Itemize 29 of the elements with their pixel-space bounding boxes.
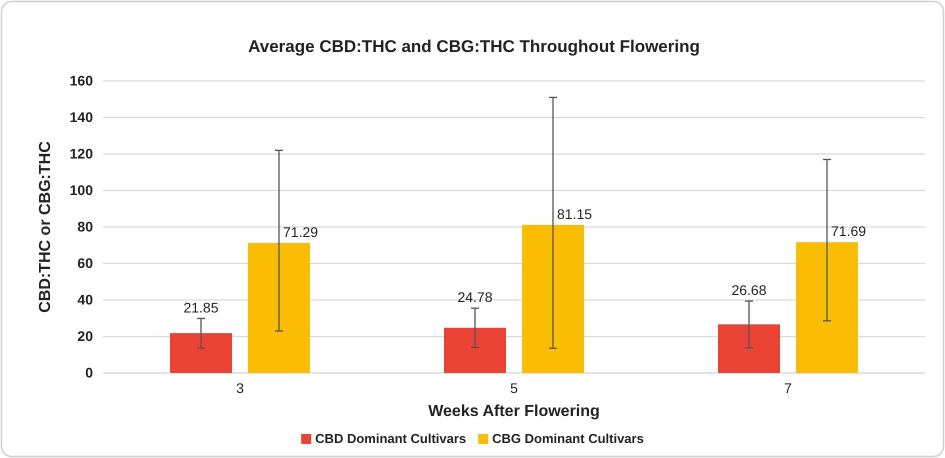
y-tick-label: 160 [70, 72, 94, 88]
y-tick-label: 120 [70, 145, 94, 162]
x-tick-label: 3 [236, 380, 244, 396]
bar [248, 242, 310, 373]
bar [718, 324, 780, 373]
y-tick-label: 100 [70, 182, 94, 198]
y-tick-label: 60 [77, 254, 94, 271]
x-tick-label: 5 [510, 380, 518, 396]
bar [170, 333, 232, 373]
y-axis-title: CBD:THC or CBG:THC [37, 140, 54, 313]
bar [522, 224, 584, 373]
data-label: 81.15 [557, 206, 592, 222]
x-axis-title: Weeks After Flowering [428, 403, 600, 420]
y-tick-label: 40 [77, 291, 94, 308]
x-tick-label: 7 [784, 380, 792, 396]
y-tick-label: 140 [70, 108, 94, 125]
y-tick-label: 20 [77, 328, 94, 344]
legend-label: CBD Dominant Cultivars [315, 431, 466, 446]
bar [796, 242, 858, 373]
data-label: 24.78 [457, 289, 493, 306]
chart-title: Average CBD:THC and CBG:THC Throughout Flowering [248, 37, 700, 56]
data-label: 26.68 [731, 282, 767, 298]
data-label: 71.69 [831, 223, 866, 240]
legend-label: CBG Dominant Cultivars [492, 431, 644, 446]
data-label: 21.85 [183, 299, 219, 316]
y-tick-label: 80 [77, 218, 94, 234]
y-tick-label: 0 [85, 364, 94, 380]
data-label: 71.29 [283, 224, 318, 240]
bar [444, 328, 506, 373]
